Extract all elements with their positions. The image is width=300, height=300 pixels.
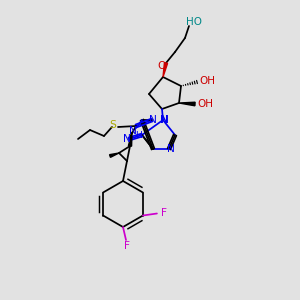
- Text: F: F: [161, 208, 167, 218]
- Polygon shape: [110, 153, 119, 157]
- Polygon shape: [128, 132, 132, 146]
- Polygon shape: [163, 63, 168, 77]
- Text: N: N: [160, 115, 168, 125]
- Text: H: H: [136, 131, 142, 140]
- Text: O: O: [158, 61, 166, 71]
- Text: F: F: [124, 241, 130, 251]
- Polygon shape: [179, 102, 195, 106]
- Text: N: N: [149, 115, 157, 125]
- Text: N: N: [167, 144, 175, 154]
- Text: N: N: [129, 126, 137, 136]
- Text: HO: HO: [186, 17, 202, 27]
- Text: S: S: [110, 120, 116, 130]
- Text: N: N: [123, 134, 131, 144]
- Text: OH: OH: [197, 99, 213, 109]
- Text: OH: OH: [199, 76, 215, 86]
